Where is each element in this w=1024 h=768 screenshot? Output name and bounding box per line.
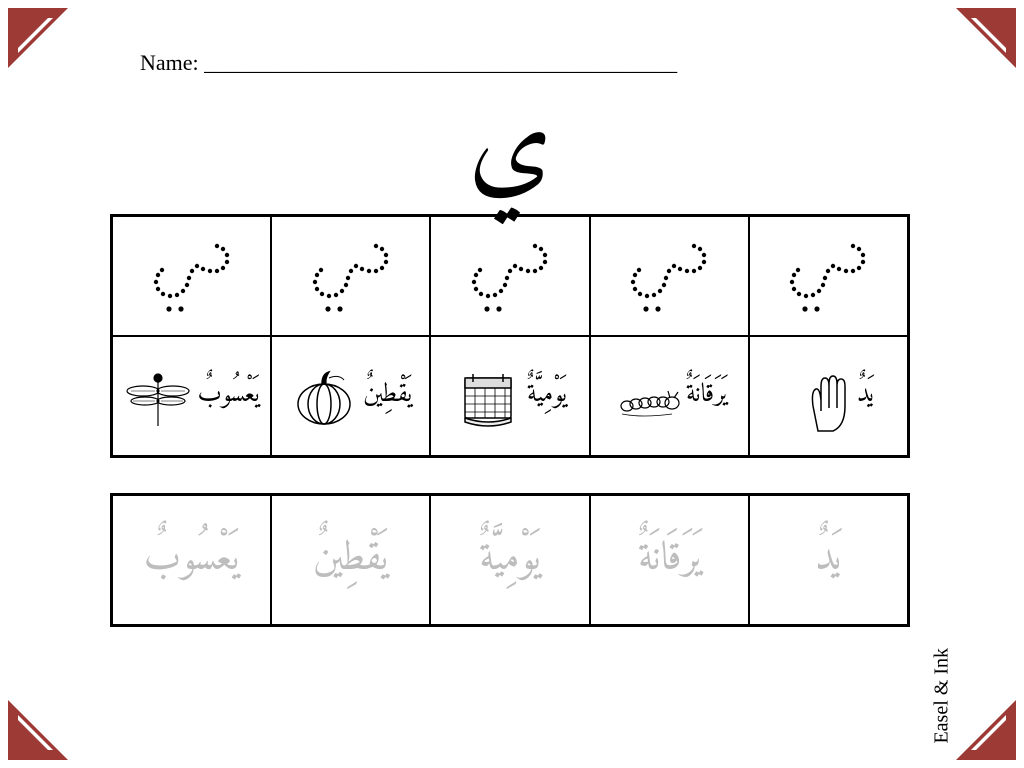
- watermark-text: Easel & Ink: [931, 648, 954, 744]
- corner-decoration-tr: [956, 8, 1016, 68]
- trace-words-grid: يَعْسُوبٌ يَقْطِينٌ يَوْمِيَّةٌ يَرَقَانَةٌ…: [110, 493, 910, 627]
- vocab-row: يَعْسُوبٌ يَقْطِينٌ يَوْمِيَّةٌ يَرَقَانَةٌ…: [112, 336, 908, 456]
- vocab-cell: يَدٌ: [749, 336, 908, 456]
- vocab-word: يَقْطِينٌ: [363, 382, 412, 411]
- trace-words-row: يَعْسُوبٌ يَقْطِينٌ يَوْمِيَّةٌ يَرَقَانَةٌ…: [112, 495, 908, 625]
- worksheet-page: Name: __________________________________…: [110, 50, 910, 627]
- trace-word-text: يَعْسُوبٌ: [144, 525, 240, 595]
- trace-letter-cell: [271, 216, 430, 336]
- trace-word-cell: يَدٌ: [749, 495, 908, 625]
- trace-letter-cell: [749, 216, 908, 336]
- featured-letter: ي: [110, 94, 910, 204]
- trace-word-cell: يَقْطِينٌ: [271, 495, 430, 625]
- trace-word-text: يَرَقَانَةٌ: [638, 525, 701, 595]
- dragonfly-icon: [123, 356, 193, 436]
- trace-letter-cell: [430, 216, 589, 336]
- vocab-word: يَدٌ: [857, 382, 874, 411]
- vocab-cell: يَقْطِينٌ: [271, 336, 430, 456]
- trace-word-cell: يَوْمِيَّةٌ: [430, 495, 589, 625]
- hand-icon: [783, 356, 853, 436]
- trace-word-text: يَوْمِيَّةٌ: [479, 525, 541, 595]
- trace-word-cell: يَعْسُوبٌ: [112, 495, 271, 625]
- vocab-cell: يَوْمِيَّةٌ: [430, 336, 589, 456]
- trace-word-cell: يَرَقَانَةٌ: [590, 495, 749, 625]
- trace-word-text: يَدٌ: [815, 525, 841, 595]
- vocab-word: يَعْسُوبٌ: [197, 382, 259, 411]
- trace-letter-cell: [112, 216, 271, 336]
- corner-decoration-bl: [8, 700, 68, 760]
- trace-letter-row: [112, 216, 908, 336]
- corner-decoration-tl: [8, 8, 68, 68]
- vocab-word: يَوْمِيَّةٌ: [527, 382, 567, 411]
- vocab-word: يَرَقَانَةٌ: [686, 382, 727, 411]
- vocab-cell: يَعْسُوبٌ: [112, 336, 271, 456]
- corner-decoration-br: [956, 700, 1016, 760]
- calendar-icon: [453, 356, 523, 436]
- vocab-cell: يَرَقَانَةٌ: [590, 336, 749, 456]
- trace-letter-cell: [590, 216, 749, 336]
- top-grid: يَعْسُوبٌ يَقْطِينٌ يَوْمِيَّةٌ يَرَقَانَةٌ…: [110, 214, 910, 458]
- caterpillar-icon: [612, 356, 682, 436]
- trace-word-text: يَقْطِينٌ: [313, 525, 388, 595]
- pumpkin-icon: [289, 356, 359, 436]
